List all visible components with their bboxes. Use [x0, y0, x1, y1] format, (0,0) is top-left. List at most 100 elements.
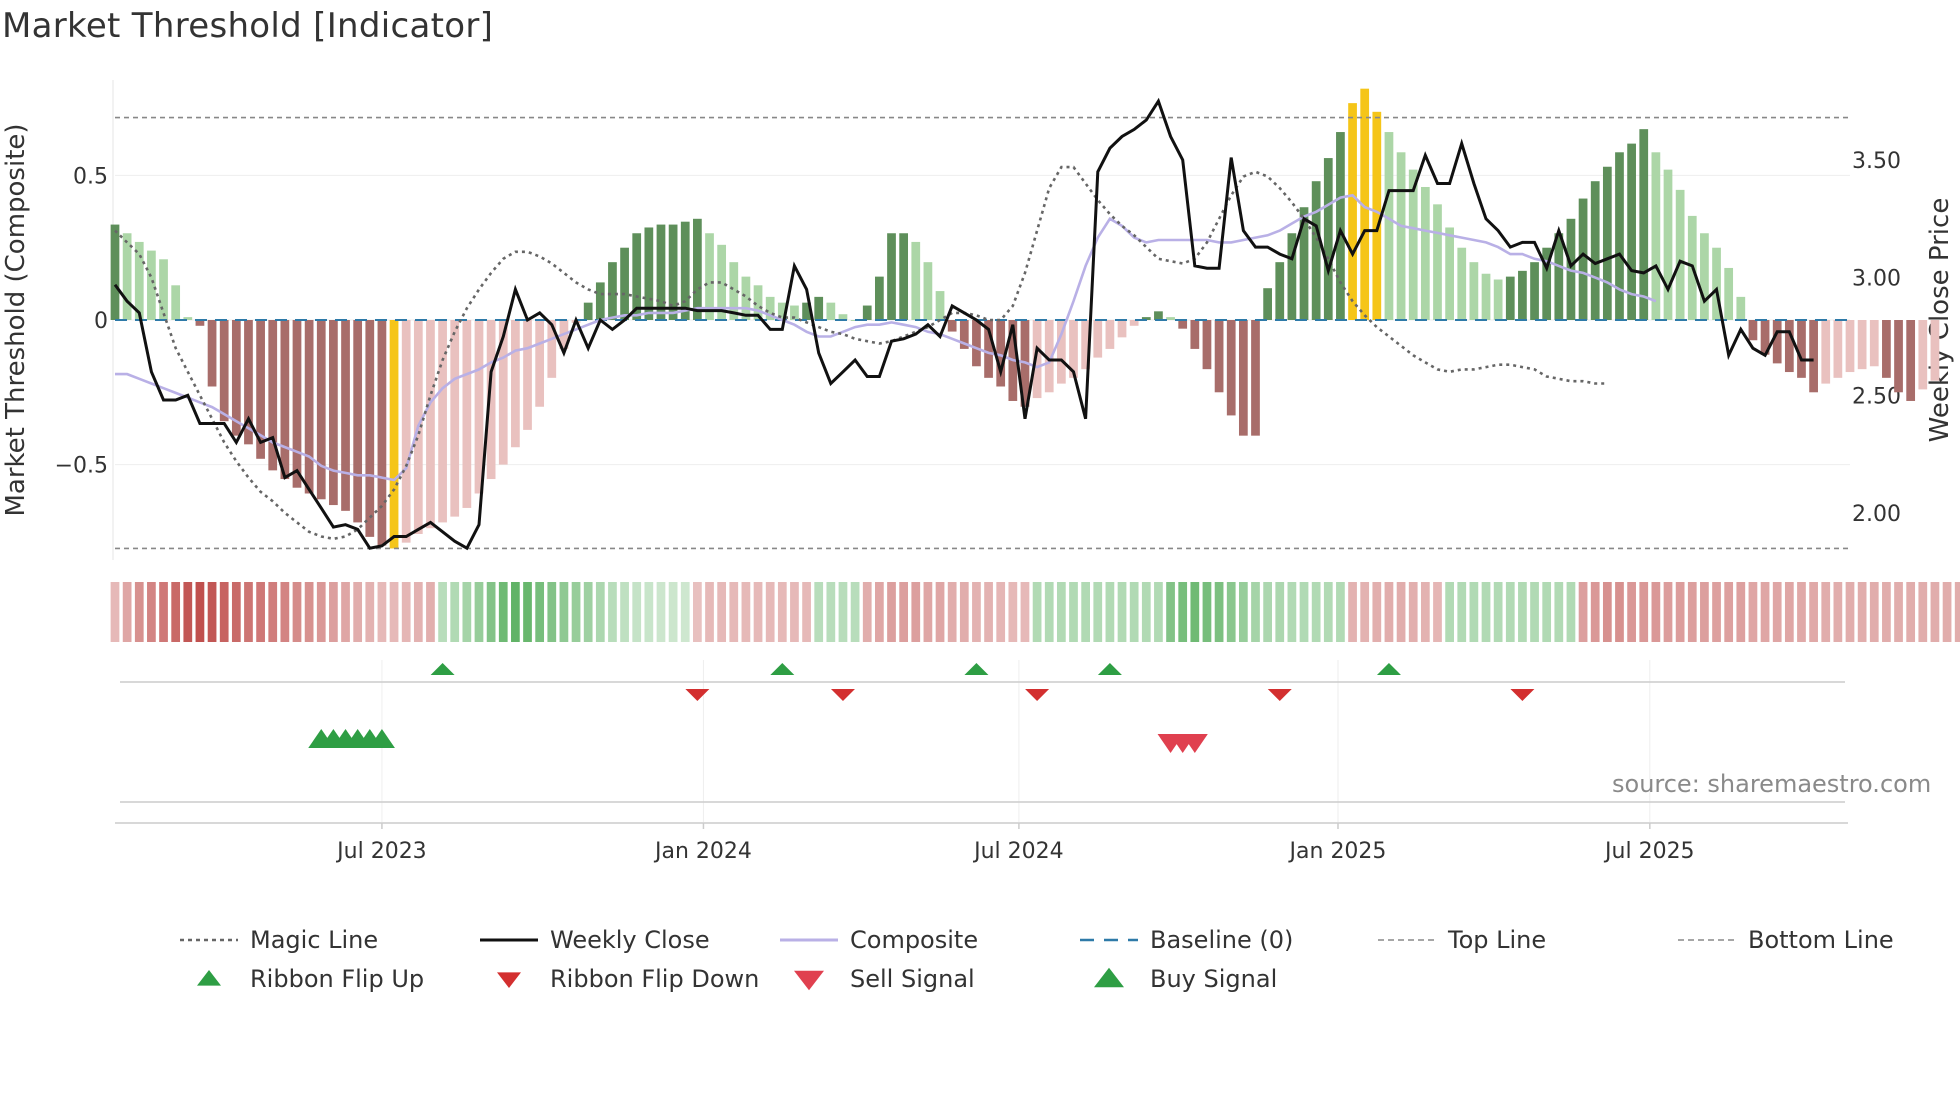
composite-bar — [1105, 320, 1115, 349]
composite-bar — [911, 241, 921, 320]
composite-bar — [1772, 320, 1782, 364]
composite-bar — [426, 320, 435, 529]
ribbon-cell — [1821, 582, 1831, 642]
legend-swatch — [1094, 967, 1124, 988]
ribbon-cell — [753, 582, 763, 642]
ribbon-cell — [790, 582, 799, 642]
composite-bar — [1663, 169, 1673, 320]
composite-bar — [644, 227, 654, 320]
composite-bar — [887, 233, 896, 320]
composite-bar — [329, 320, 338, 506]
ribbon-cell — [1954, 582, 1960, 642]
composite-bar — [280, 320, 290, 480]
legend-entry: Ribbon Flip Up — [197, 965, 424, 993]
ribbon-cell — [632, 582, 642, 642]
composite-bar — [959, 320, 969, 349]
composite-bar — [1117, 320, 1127, 338]
ribbon-cell — [899, 582, 909, 642]
composite-bar — [1238, 320, 1248, 436]
ribbon-cell — [207, 582, 217, 642]
ribbon-cell — [147, 582, 156, 642]
ribbon-cell — [1445, 582, 1454, 642]
ribbon-cell — [426, 582, 435, 642]
legend-label: Baseline (0) — [1150, 926, 1293, 954]
ribbon-cell — [1566, 582, 1576, 642]
composite-bar — [547, 320, 557, 378]
ribbon-cell — [1590, 582, 1600, 642]
composite-bar — [401, 320, 411, 543]
ribbon-cell — [777, 582, 787, 642]
ribbon-cell — [1238, 582, 1248, 642]
ribbon-cell — [1882, 582, 1891, 642]
composite-bar — [1809, 320, 1818, 393]
composite-bar — [1360, 88, 1370, 320]
composite-bar — [1906, 320, 1916, 401]
legend-label: Composite — [850, 926, 978, 954]
ribbon-cell — [911, 582, 921, 642]
ribbon-cell — [1044, 582, 1054, 642]
composite-bar — [777, 302, 787, 320]
ribbon-cell — [850, 582, 860, 642]
ribbon-flip-up-marker — [964, 663, 989, 675]
composite-bar — [1675, 189, 1685, 320]
composite-bar — [462, 320, 472, 508]
ribbon-cell — [644, 582, 654, 642]
composite-bar — [1081, 320, 1090, 370]
x-tick-label: Jul 2025 — [1603, 839, 1695, 864]
composite-bar — [1190, 320, 1200, 349]
composite-bar — [1263, 288, 1272, 320]
ribbon-cell — [1724, 582, 1734, 642]
ribbon-cell — [838, 582, 848, 642]
composite-bar — [1542, 247, 1552, 320]
ribbon-cell — [875, 582, 884, 642]
legend-swatch — [197, 970, 221, 986]
ribbon-cell — [680, 582, 690, 642]
ribbon-cell — [1918, 582, 1928, 642]
sell-signal-marker — [1181, 734, 1208, 753]
composite-bar — [244, 320, 253, 445]
composite-bar — [947, 320, 957, 332]
composite-bar — [474, 320, 484, 494]
composite-bar — [353, 320, 363, 523]
composite-bar — [1093, 320, 1103, 358]
ribbon-cell — [474, 582, 484, 642]
ribbon-cell — [1615, 582, 1624, 642]
ribbon-cell — [231, 582, 241, 642]
ribbon-cell — [1020, 582, 1030, 642]
composite-bar — [389, 320, 399, 549]
ribbon-cell — [1141, 582, 1151, 642]
composite-bar — [1287, 233, 1297, 320]
composite-bar — [1590, 181, 1600, 320]
ribbon-cell — [1797, 582, 1806, 642]
legend-label: Buy Signal — [1150, 965, 1277, 993]
composite-bar — [1481, 273, 1491, 320]
y-axis-label-right: Weekly Close Price — [1925, 198, 1955, 443]
ribbon-cell — [1627, 582, 1636, 642]
composite-bar — [923, 262, 933, 320]
y-tick-label-left: 0 — [94, 309, 108, 334]
composite-bar — [1214, 320, 1224, 393]
ribbon-cell — [450, 582, 460, 642]
composite-bar — [1408, 169, 1418, 320]
composite-bar — [498, 320, 508, 465]
ribbon-cell — [292, 582, 302, 642]
ribbon-cell — [1578, 582, 1588, 642]
ribbon-cell — [122, 582, 132, 642]
composite-bar — [1433, 204, 1442, 320]
composite-bar — [1736, 296, 1746, 320]
composite-bar — [1372, 111, 1382, 321]
composite-bar — [1627, 143, 1636, 320]
ribbon-cell — [1287, 582, 1297, 642]
ribbon-cell — [1275, 582, 1285, 642]
ribbon-cell — [462, 582, 472, 642]
composite-bar — [1202, 320, 1212, 370]
magic-line — [114, 165, 1608, 541]
ribbon-cell — [413, 582, 423, 642]
composite-bar — [680, 221, 690, 320]
legend-entry: Sell Signal — [794, 965, 975, 993]
legend-label: Bottom Line — [1748, 926, 1894, 954]
chart-title: Market Threshold [Indicator] — [2, 6, 494, 46]
ribbon-cell — [1202, 582, 1212, 642]
